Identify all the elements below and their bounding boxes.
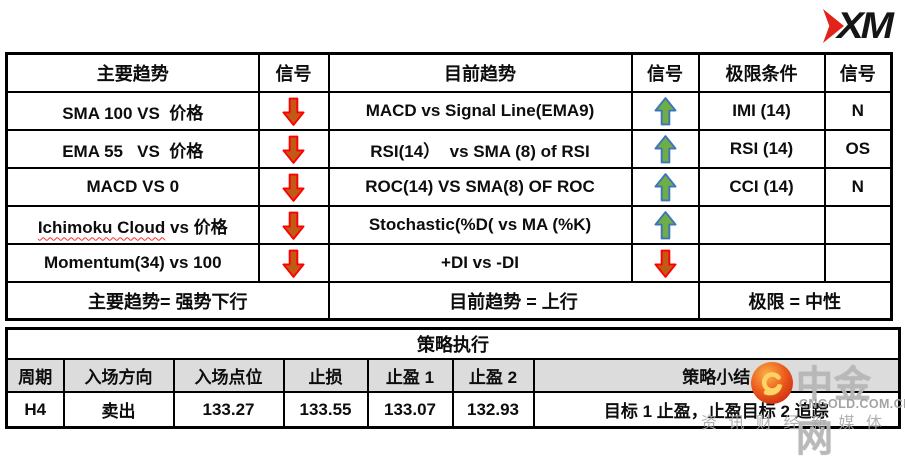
entry-point-value: 133.27 xyxy=(172,391,285,429)
extreme-cell xyxy=(697,205,826,245)
trend-table-header-row: 主要趋势 信号 目前趋势 信号 极限条件 信号 xyxy=(5,52,893,93)
header-period: 周期 xyxy=(5,358,65,393)
summary-row: 主要趋势= 强势下行 目前趋势 = 上行 极限 = 中性 xyxy=(5,281,893,321)
main-trend-cell: Ichimoku Cloud vs 价格 xyxy=(5,205,260,245)
main-trend-cell: SMA 100 VS 价格 xyxy=(5,91,260,131)
take-profit-2-value: 132.93 xyxy=(451,391,535,429)
main-trend-label: vs 价格 xyxy=(165,217,228,237)
up-arrow-icon xyxy=(653,172,677,203)
signal-cell xyxy=(257,91,330,131)
signal-cell xyxy=(630,129,700,169)
extreme-cell xyxy=(697,243,826,283)
extreme-label: RSI (14) xyxy=(729,139,794,158)
main-trend-label: Momentum(34) vs 100 xyxy=(43,253,222,272)
summary-current-trend: 目前趋势 = 上行 xyxy=(327,281,700,321)
header-current-trend: 目前趋势 xyxy=(327,52,633,93)
extreme-cell: IMI (14) xyxy=(697,91,826,131)
main-trend-label: SMA 100 VS 价格 xyxy=(62,103,204,123)
current-trend-label: RSI(14） vs SMA (8) of RSI xyxy=(370,141,590,161)
up-arrow-icon xyxy=(653,134,677,165)
current-trend-label: Stochastic(%D( vs MA (%K) xyxy=(368,215,592,234)
xm-logo-text: XM xyxy=(837,5,894,47)
extreme-signal-cell xyxy=(823,243,893,283)
table-row: Ichimoku Cloud vs 价格 Stochastic(%D( vs M… xyxy=(5,205,893,245)
extreme-signal-cell: N xyxy=(823,167,893,207)
signal-cell xyxy=(257,167,330,207)
main-trend-cell: Momentum(34) vs 100 xyxy=(5,243,260,283)
header-take-profit-2: 止盈 2 xyxy=(451,358,535,393)
strategy-table: 策略执行 周期 入场方向 入场点位 止损 止盈 1 止盈 2 策略小结 H4 卖… xyxy=(5,327,902,429)
header-stop-loss: 止损 xyxy=(282,358,369,393)
xm-logo: XM xyxy=(823,5,894,47)
signal-cell xyxy=(630,205,700,245)
signal-cell xyxy=(257,205,330,245)
header-strategy-note: 策略小结 xyxy=(532,358,901,393)
strategy-header-row: 周期 入场方向 入场点位 止损 止盈 1 止盈 2 策略小结 xyxy=(5,358,901,393)
strategy-title: 策略执行 xyxy=(5,327,901,360)
strategy-title-row: 策略执行 xyxy=(5,327,901,360)
trend-signal-table: 主要趋势 信号 目前趋势 信号 极限条件 信号 SMA 100 VS 价格 MA… xyxy=(5,52,893,321)
current-trend-cell: +DI vs -DI xyxy=(327,243,633,283)
current-trend-cell: RSI(14） vs SMA (8) of RSI xyxy=(327,129,633,169)
extreme-signal-cell: OS xyxy=(823,129,893,169)
signal-cell xyxy=(257,129,330,169)
extreme-label: CCI (14) xyxy=(729,177,794,196)
strategy-data-row: H4 卖出 133.27 133.55 133.07 132.93 目标 1 止… xyxy=(5,391,901,429)
current-trend-label: +DI vs -DI xyxy=(441,253,519,272)
current-trend-label: MACD vs Signal Line(EMA9) xyxy=(365,101,595,120)
header-signal-1: 信号 xyxy=(257,52,330,93)
down-arrow-icon xyxy=(282,172,305,203)
signal-cell xyxy=(630,167,700,207)
down-arrow-icon xyxy=(282,134,305,165)
extreme-signal-cell xyxy=(823,205,893,245)
header-entry-direction: 入场方向 xyxy=(62,358,175,393)
stop-loss-value: 133.55 xyxy=(282,391,369,429)
current-trend-label: ROC(14) VS SMA(8) OF ROC xyxy=(365,177,595,196)
main-trend-cell: MACD VS 0 xyxy=(5,167,260,207)
main-trend-label: EMA 55 VS 价格 xyxy=(62,141,204,161)
period-value: H4 xyxy=(5,391,65,429)
summary-main-trend: 主要趋势= 强势下行 xyxy=(5,281,330,321)
entry-direction-value: 卖出 xyxy=(62,391,175,429)
main-trend-cell: EMA 55 VS 价格 xyxy=(5,129,260,169)
down-arrow-icon xyxy=(282,96,305,127)
table-row: SMA 100 VS 价格 MACD vs Signal Line(EMA9) … xyxy=(5,91,893,131)
strategy-note-value: 目标 1 止盈，止盈目标 2 追踪 xyxy=(532,391,901,429)
summary-extreme: 极限 = 中性 xyxy=(697,281,893,321)
header-signal-2: 信号 xyxy=(630,52,700,93)
table-row: EMA 55 VS 价格 RSI(14） vs SMA (8) of RSI R… xyxy=(5,129,893,169)
table-row: MACD VS 0 ROC(14) VS SMA(8) OF ROC CCI (… xyxy=(5,167,893,207)
down-arrow-icon xyxy=(282,248,305,279)
main-trend-label-wavy: Ichimoku Cloud xyxy=(37,217,166,237)
header-main-trend: 主要趋势 xyxy=(5,52,260,93)
take-profit-1-value: 133.07 xyxy=(366,391,454,429)
extreme-signal-cell: N xyxy=(823,91,893,131)
down-arrow-icon xyxy=(282,210,305,241)
extreme-cell: RSI (14) xyxy=(697,129,826,169)
signal-cell xyxy=(630,243,700,283)
extreme-label: IMI (14) xyxy=(732,101,791,120)
down-arrow-icon xyxy=(653,248,677,279)
signal-cell xyxy=(257,243,330,283)
up-arrow-icon xyxy=(653,210,677,241)
header-signal-3: 信号 xyxy=(823,52,893,93)
current-trend-cell: MACD vs Signal Line(EMA9) xyxy=(327,91,633,131)
signal-cell xyxy=(630,91,700,131)
current-trend-cell: ROC(14) VS SMA(8) OF ROC xyxy=(327,167,633,207)
extreme-cell: CCI (14) xyxy=(697,167,826,207)
header-entry-point: 入场点位 xyxy=(172,358,285,393)
up-arrow-icon xyxy=(653,96,677,127)
main-trend-label: MACD VS 0 xyxy=(86,177,180,196)
header-take-profit-1: 止盈 1 xyxy=(366,358,454,393)
header-extreme-condition: 极限条件 xyxy=(697,52,826,93)
current-trend-cell: Stochastic(%D( vs MA (%K) xyxy=(327,205,633,245)
table-row: Momentum(34) vs 100 +DI vs -DI xyxy=(5,243,893,283)
